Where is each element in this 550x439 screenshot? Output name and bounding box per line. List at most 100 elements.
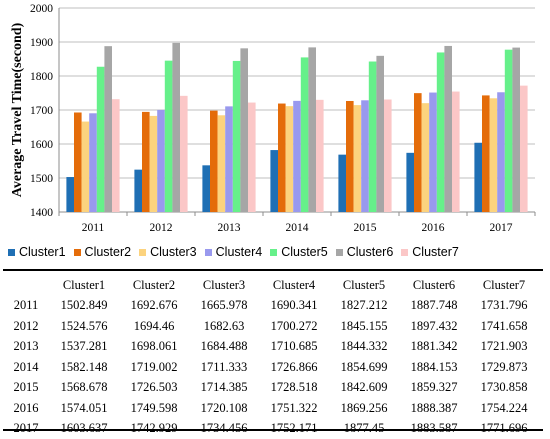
table-cell: 1682.63 [189, 316, 259, 337]
table-column-header: Cluster5 [329, 275, 399, 296]
table-column-header: Cluster3 [189, 275, 259, 296]
legend-label: Cluster7 [412, 245, 459, 259]
table-cell: 1728.518 [259, 378, 329, 399]
table-cell: 1827.212 [329, 296, 399, 317]
x-tick-label: 2012 [150, 222, 173, 234]
bar-cluster2-2013 [210, 111, 218, 212]
y-axis-label: Average Travel Time(second) [10, 22, 25, 197]
table-row-year: 2015 [3, 378, 49, 399]
legend-swatch [139, 249, 146, 256]
legend-swatch [205, 249, 212, 256]
bar-cluster3-2013 [218, 115, 226, 212]
y-tick-label: 1500 [30, 173, 53, 185]
table-cell: 1710.685 [259, 337, 329, 358]
table-row-year: 2011 [3, 296, 49, 317]
table-cell: 1574.051 [49, 398, 119, 419]
bar-cluster5-2013 [233, 61, 241, 212]
bar-cluster3-2014 [286, 106, 294, 212]
x-tick-label: 2014 [286, 222, 309, 234]
table-cell: 1749.598 [119, 398, 189, 419]
table-cell: 1720.108 [189, 398, 259, 419]
x-tick-label: 2013 [218, 222, 241, 234]
table-cell: 1844.332 [329, 337, 399, 358]
bar-cluster2-2017 [482, 95, 490, 212]
legend-label: Cluster6 [347, 245, 394, 259]
bar-cluster3-2016 [422, 103, 430, 212]
table-cell: 1726.866 [259, 357, 329, 378]
legend-label: Cluster1 [19, 245, 66, 259]
table-cell: 1537.281 [49, 337, 119, 358]
x-tick-label: 2015 [354, 222, 377, 234]
table-row-year: 2014 [3, 357, 49, 378]
table-column-header: Cluster6 [399, 275, 469, 296]
bar-cluster5-2017 [505, 50, 513, 212]
table-cell: 1881.342 [399, 337, 469, 358]
bar-cluster6-2012 [172, 43, 180, 212]
table-cell: 1502.849 [49, 296, 119, 317]
bar-cluster6-2011 [104, 46, 112, 212]
bar-cluster5-2015 [369, 62, 377, 212]
table-cell: 1887.748 [399, 296, 469, 317]
bar-cluster6-2017 [512, 48, 520, 212]
table-cell: 1884.153 [399, 357, 469, 378]
bar-cluster2-2011 [74, 112, 82, 212]
y-tick-label: 1800 [30, 71, 53, 83]
legend-swatch [270, 249, 277, 256]
table-column-header: Cluster1 [49, 275, 119, 296]
chart-bars [66, 43, 527, 212]
bar-cluster5-2014 [301, 57, 309, 212]
bar-cluster1-2013 [202, 165, 210, 212]
bar-cluster6-2015 [376, 56, 384, 212]
legend-item: Cluster6 [336, 245, 394, 259]
table-cell: 1684.488 [189, 337, 259, 358]
legend-item: Cluster2 [74, 245, 132, 259]
bar-cluster3-2011 [82, 122, 90, 212]
table-cell: 1859.327 [399, 378, 469, 399]
table-top-rule [3, 269, 543, 271]
legend-swatch [74, 249, 81, 256]
table-cell: 1711.333 [189, 357, 259, 378]
y-tick-label: 1600 [30, 139, 53, 151]
y-tick-label: 1700 [30, 105, 53, 117]
bar-cluster7-2017 [520, 86, 528, 212]
table-cell: 1665.978 [189, 296, 259, 317]
table-cell: 1730.858 [469, 378, 539, 399]
bar-cluster4-2014 [293, 101, 301, 212]
table-cell: 1694.46 [119, 316, 189, 337]
bar-cluster4-2017 [497, 92, 505, 212]
table-cell: 1741.658 [469, 316, 539, 337]
bar-cluster1-2015 [338, 155, 346, 212]
bar-cluster1-2011 [66, 177, 74, 212]
bar-cluster7-2012 [180, 96, 188, 212]
table-cell: 1719.002 [119, 357, 189, 378]
legend-item: Cluster5 [270, 245, 328, 259]
bar-cluster5-2011 [97, 67, 105, 212]
x-tick-label: 2016 [422, 222, 445, 234]
table-cell: 1692.676 [119, 296, 189, 317]
table-cell: 1854.699 [329, 357, 399, 378]
legend-swatch [8, 249, 15, 256]
bar-cluster7-2013 [248, 103, 256, 212]
bar-cluster4-2013 [225, 106, 233, 212]
legend-label: Cluster2 [85, 245, 132, 259]
table-cell: 1714.385 [189, 378, 259, 399]
bar-cluster1-2014 [270, 150, 278, 212]
table-cell: 1888.387 [399, 398, 469, 419]
bar-cluster1-2012 [134, 170, 142, 212]
y-tick-label: 1900 [30, 37, 53, 49]
bar-cluster4-2011 [89, 113, 97, 212]
table-row-year: 2016 [3, 398, 49, 419]
table-cell: 1698.061 [119, 337, 189, 358]
bar-cluster7-2011 [112, 99, 120, 212]
legend-swatch [336, 249, 343, 256]
bar-cluster1-2016 [406, 153, 414, 212]
bar-cluster6-2014 [308, 47, 316, 212]
